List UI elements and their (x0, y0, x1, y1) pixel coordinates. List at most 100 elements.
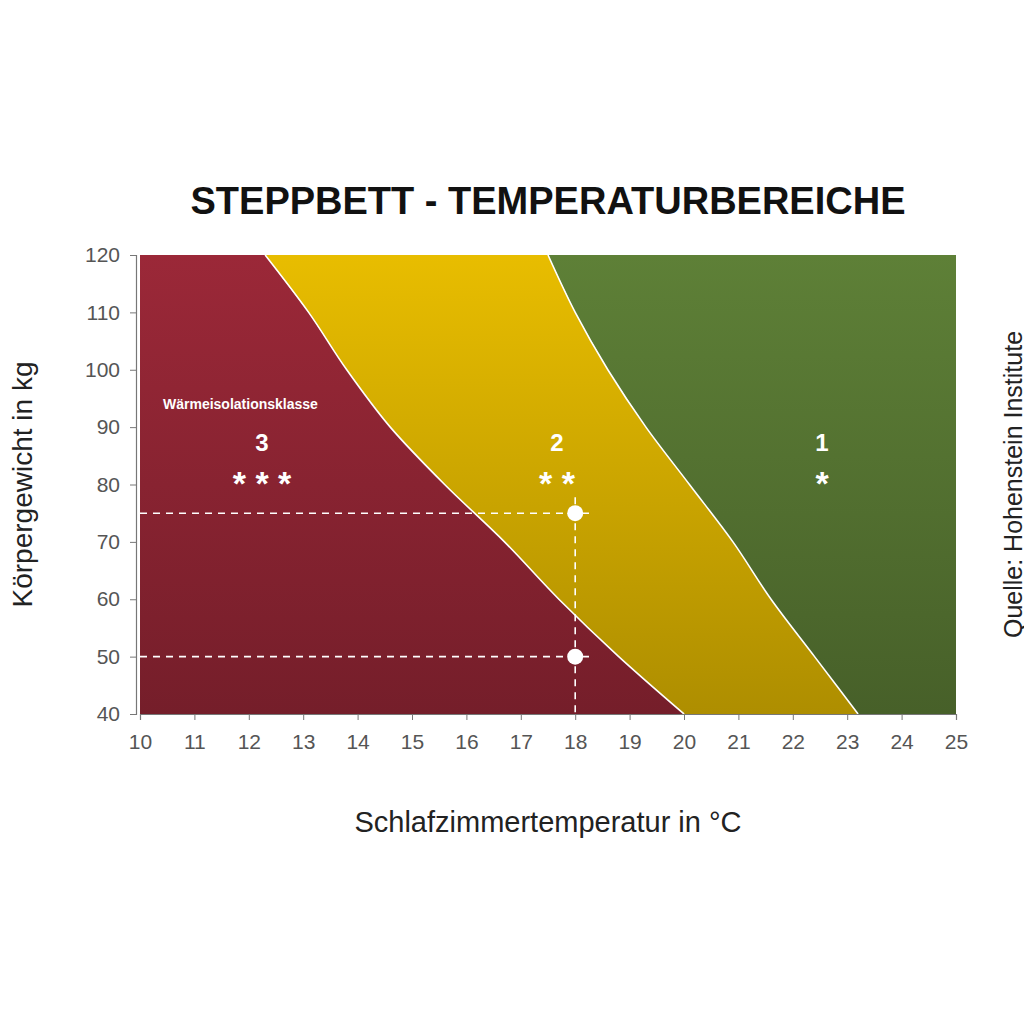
x-tick-label: 23 (836, 730, 859, 753)
y-tick: 40 (97, 702, 136, 725)
y-axis: 40 50 60 70 80 90 100 110 120 (85, 243, 137, 725)
guide-line (140, 512, 589, 514)
x-tick-label: 21 (727, 730, 750, 753)
y-tick: 60 (97, 587, 136, 610)
x-axis: 10 11 12 13 14 15 16 17 18 19 20 21 22 23 24 25 (129, 714, 968, 753)
zone (548, 255, 956, 714)
y-tick-mark (130, 427, 136, 428)
x-tick-label: 10 (129, 730, 152, 753)
y-tick-label: 110 (87, 301, 120, 324)
source: Quelle: Hohenstein Institute (999, 331, 1024, 638)
y-tick: 110 (87, 301, 136, 324)
x-tick-mark (303, 714, 304, 720)
y-axis-line (130, 256, 137, 715)
y-tick: 50 (97, 645, 136, 668)
y-tick-mark (130, 599, 136, 600)
x-tick-mark (412, 714, 413, 720)
x-tick-mark (575, 714, 576, 720)
zone-name: 3 (255, 429, 268, 456)
annotation: Wärmeisolationsklasse (163, 396, 318, 412)
x-tick: 14 (346, 714, 370, 753)
zone-name: 2 (550, 429, 563, 456)
x-tick: 17 (510, 714, 533, 753)
x-tick-mark (249, 714, 250, 720)
y-tick-label: 80 (97, 473, 120, 496)
y-tick-mark (130, 542, 136, 543)
x-tick-label: 18 (564, 730, 587, 753)
x-tick: 12 (238, 714, 261, 753)
y-axis-title: Körpergewicht in kg (7, 362, 38, 608)
zone-stars: * (815, 464, 829, 502)
chart: 1011121314151617181920212223242540506070… (0, 0, 1024, 1024)
point (567, 505, 583, 521)
plot-area (140, 255, 956, 714)
x-tick-mark (956, 714, 957, 720)
zone-stars: * * * (233, 464, 292, 502)
y-tick-mark (130, 255, 136, 256)
x-tick-mark (630, 714, 631, 720)
y-tick-label: 60 (97, 587, 120, 610)
x-tick-mark (684, 714, 685, 720)
title: STEPPBETT - TEMPERATURBEREICHE (190, 180, 905, 222)
x-tick-label: 24 (890, 730, 914, 753)
y-tick: 100 (85, 358, 136, 381)
y-tick-label: 90 (97, 415, 120, 438)
x-tick-mark (358, 714, 359, 720)
y-tick: 120 (85, 243, 136, 266)
boundary-line (265, 255, 684, 714)
x-tick-label: 15 (401, 730, 424, 753)
x-axis-line (141, 715, 957, 721)
x-tick-label: 16 (455, 730, 478, 753)
x-tick-mark (466, 714, 467, 720)
x-tick: 15 (401, 714, 424, 753)
y-tick-label: 120 (85, 243, 120, 266)
x-tick-label: 12 (238, 730, 261, 753)
x-tick-label: 17 (510, 730, 533, 753)
x-tick: 19 (618, 714, 641, 753)
y-tick-label: 40 (97, 702, 120, 725)
x-tick-label: 20 (673, 730, 696, 753)
x-tick-mark (793, 714, 794, 720)
x-tick-mark (194, 714, 195, 720)
x-tick-label: 22 (782, 730, 805, 753)
x-tick-label: 14 (346, 730, 370, 753)
y-tick-mark (130, 485, 136, 486)
x-tick: 25 (945, 714, 968, 753)
y-tick-label: 70 (97, 530, 120, 553)
x-tick-mark (140, 714, 141, 720)
x-tick: 13 (292, 714, 315, 753)
y-tick: 70 (97, 530, 136, 553)
y-tick: 90 (97, 415, 136, 438)
x-tick-mark (902, 714, 903, 720)
y-tick-mark (130, 312, 136, 313)
x-tick-mark (847, 714, 848, 720)
point (567, 649, 583, 665)
x-tick: 16 (455, 714, 478, 753)
x-axis-title: Schlafzimmertemperatur in °C (354, 806, 741, 838)
plot: 1011121314151617181920212223242540506070… (85, 243, 968, 753)
x-tick: 18 (564, 714, 587, 753)
x-tick: 20 (673, 714, 696, 753)
y-tick-mark (130, 370, 136, 371)
x-tick-label: 13 (292, 730, 315, 753)
guide-line (140, 656, 589, 658)
y-tick: 80 (97, 473, 136, 496)
x-tick-mark (521, 714, 522, 720)
zone-name: 1 (815, 429, 828, 456)
zone-stars: * * (539, 464, 576, 502)
boundary-line (548, 255, 858, 714)
x-tick: 22 (782, 714, 805, 753)
y-tick-mark (130, 714, 136, 715)
x-tick: 23 (836, 714, 859, 753)
x-tick: 11 (184, 714, 206, 753)
y-tick-label: 100 (85, 358, 120, 381)
y-tick-mark (130, 657, 136, 658)
x-tick-label: 25 (945, 730, 968, 753)
x-tick-mark (738, 714, 739, 720)
x-tick-label: 19 (618, 730, 641, 753)
y-tick-label: 50 (97, 645, 120, 668)
x-tick: 10 (129, 714, 152, 753)
x-tick-label: 11 (184, 730, 206, 753)
guide-line (574, 497, 576, 714)
x-tick: 21 (727, 714, 750, 753)
